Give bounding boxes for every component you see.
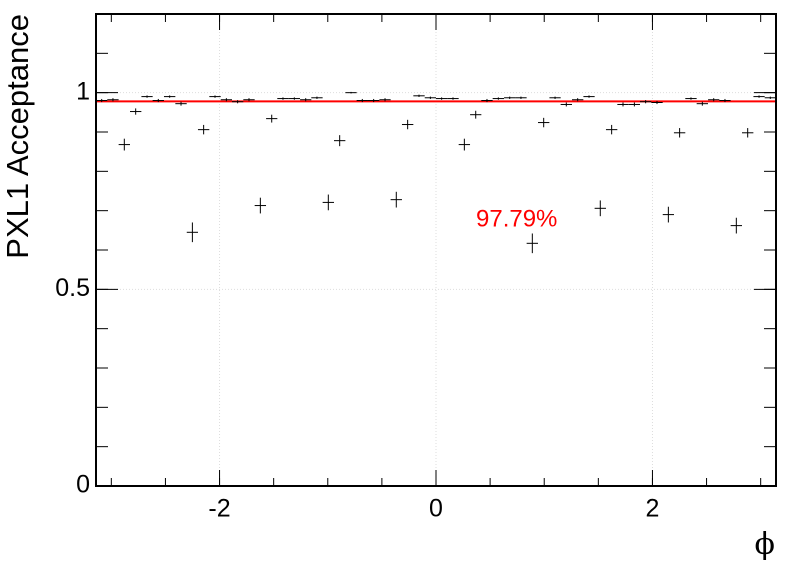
data-point <box>549 96 561 99</box>
data-point <box>197 124 210 135</box>
data-point <box>538 117 550 128</box>
x-tick-label: 2 <box>645 495 659 523</box>
y-tick-label: 1 <box>76 77 90 105</box>
data-point <box>719 98 731 103</box>
data-point <box>753 95 765 98</box>
data-point <box>390 191 402 208</box>
data-point <box>266 114 278 123</box>
data-point <box>254 197 267 214</box>
data-point <box>413 94 425 97</box>
data-point <box>96 98 108 103</box>
data-point <box>560 102 572 107</box>
fit-label: 97.79% <box>476 205 557 232</box>
data-point <box>186 222 199 243</box>
y-tick-label: 0.5 <box>55 274 90 302</box>
data-point <box>764 96 776 99</box>
data-point <box>345 91 357 94</box>
data-point <box>163 95 176 98</box>
data-point <box>435 97 448 100</box>
data-point <box>673 128 686 138</box>
data-point <box>458 138 471 151</box>
data-point <box>424 96 436 99</box>
data-point <box>356 98 368 103</box>
data-point <box>492 97 505 100</box>
data-point <box>481 98 493 103</box>
data-point <box>651 100 663 105</box>
data-point <box>571 98 584 102</box>
data-point <box>617 102 629 107</box>
data-point <box>470 110 482 119</box>
data-point <box>220 98 232 102</box>
data-point <box>628 102 641 107</box>
data-point <box>730 217 743 234</box>
data-point <box>379 98 391 102</box>
data-point <box>152 98 164 103</box>
data-point <box>175 101 187 106</box>
data-point <box>333 135 346 147</box>
data-point <box>322 194 334 211</box>
x-tick-label: 0 <box>429 495 443 523</box>
data-point <box>209 95 221 98</box>
data-point <box>662 206 674 223</box>
data-point <box>639 100 652 104</box>
data-point <box>300 98 312 102</box>
data-point <box>367 98 380 103</box>
data-point <box>583 95 595 98</box>
data-point <box>401 119 414 130</box>
y-axis-title: PXL1 Acceptance <box>0 14 35 259</box>
data-point <box>231 100 244 104</box>
data-point <box>288 97 301 100</box>
data-point <box>742 128 754 138</box>
data-point <box>605 124 618 135</box>
data-point <box>129 108 142 115</box>
data-point <box>504 96 516 99</box>
data-point <box>594 200 606 217</box>
x-tick-label: -2 <box>208 495 230 523</box>
data-point <box>277 97 289 100</box>
data-point <box>311 96 323 99</box>
data-point <box>708 98 720 102</box>
plot-frame <box>95 13 777 487</box>
data-point <box>118 138 130 151</box>
data-point <box>526 233 539 254</box>
data-point <box>107 98 119 102</box>
data-point <box>447 97 459 100</box>
data-point <box>515 96 527 99</box>
data-point <box>243 98 255 102</box>
data-point <box>141 95 153 98</box>
x-axis-title: ϕ <box>755 527 775 562</box>
data-point <box>685 97 697 100</box>
data-point <box>696 101 709 106</box>
y-tick-label: 0 <box>76 471 90 499</box>
